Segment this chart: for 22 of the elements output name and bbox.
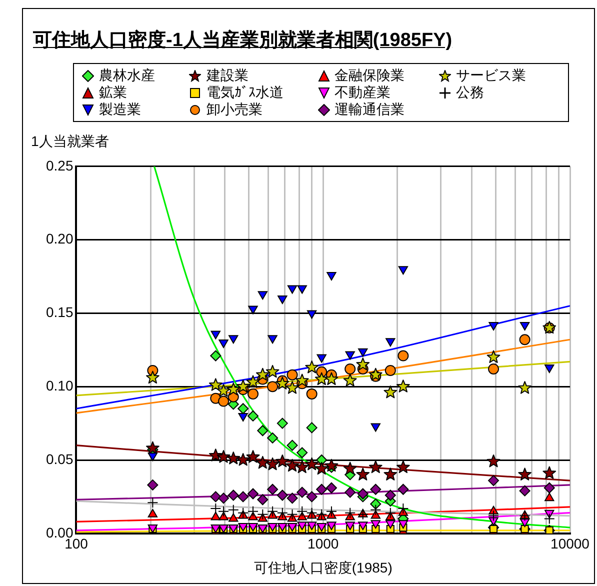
chart-title: 可住地人口密度-1人当産業別就業者相関(1985FY) <box>33 28 452 53</box>
legend-label: サービス業 <box>456 66 526 84</box>
y-tick-label: 0.00 <box>46 524 74 540</box>
legend-label: 運輸通信業 <box>334 100 404 118</box>
legend-label: 農林水産 <box>99 66 155 84</box>
legend-label: 電気ｶﾞｽ水道 <box>206 84 284 102</box>
y-axis-title: 1人当就業者 <box>31 133 109 151</box>
legend-label: 金融保険業 <box>334 66 404 84</box>
y-tick-label: 0.10 <box>46 377 74 394</box>
x-tick-label: 10000 <box>550 536 590 552</box>
y-tick-label: 0.20 <box>46 230 74 247</box>
y-tick-label: 0.05 <box>46 450 74 467</box>
legend-label: 鉱業 <box>99 84 127 102</box>
legend-label: 製造業 <box>99 100 141 118</box>
legend-label: 不動産業 <box>334 84 390 102</box>
y-tick-label: 0.25 <box>46 157 74 174</box>
x-axis-title: 可住地人口密度(1985) <box>254 559 392 576</box>
x-tick-label: 1000 <box>308 536 339 552</box>
legend-label: 卸小売業 <box>206 100 262 118</box>
legend-label: 建設業 <box>206 66 248 84</box>
legend-label: 公務 <box>456 84 484 102</box>
y-tick-label: 0.15 <box>46 304 74 320</box>
